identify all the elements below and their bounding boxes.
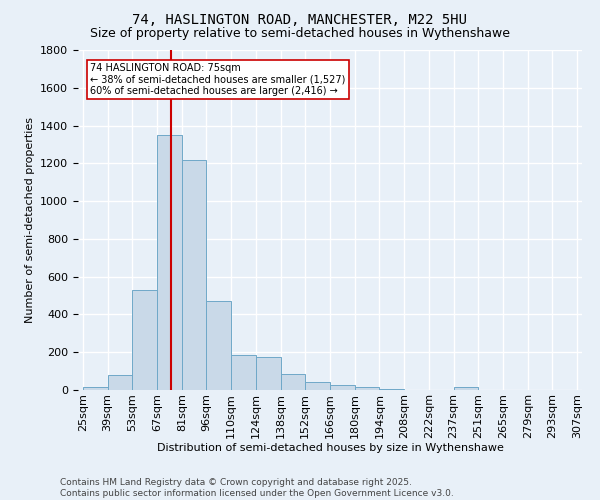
Text: 74 HASLINGTON ROAD: 75sqm
← 38% of semi-detached houses are smaller (1,527)
60% : 74 HASLINGTON ROAD: 75sqm ← 38% of semi-… [91,63,346,96]
Bar [157,135,182,390]
Text: 74, HASLINGTON ROAD, MANCHESTER, M22 5HU: 74, HASLINGTON ROAD, MANCHESTER, M22 5HU [133,12,467,26]
Text: Contains HM Land Registry data © Crown copyright and database right 2025.
Contai: Contains HM Land Registry data © Crown c… [60,478,454,498]
Bar [231,355,256,390]
Bar [330,384,355,390]
Bar [256,357,281,390]
Bar [83,387,107,390]
Bar [182,160,206,390]
Bar [305,382,330,390]
Bar [107,375,133,390]
X-axis label: Distribution of semi-detached houses by size in Wythenshawe: Distribution of semi-detached houses by … [157,444,503,454]
Text: Size of property relative to semi-detached houses in Wythenshawe: Size of property relative to semi-detach… [90,28,510,40]
Bar [379,389,404,390]
Bar [133,290,157,390]
Bar [355,386,379,390]
Bar [206,301,231,390]
Y-axis label: Number of semi-detached properties: Number of semi-detached properties [25,117,35,323]
Bar [454,386,478,390]
Bar [281,374,305,390]
